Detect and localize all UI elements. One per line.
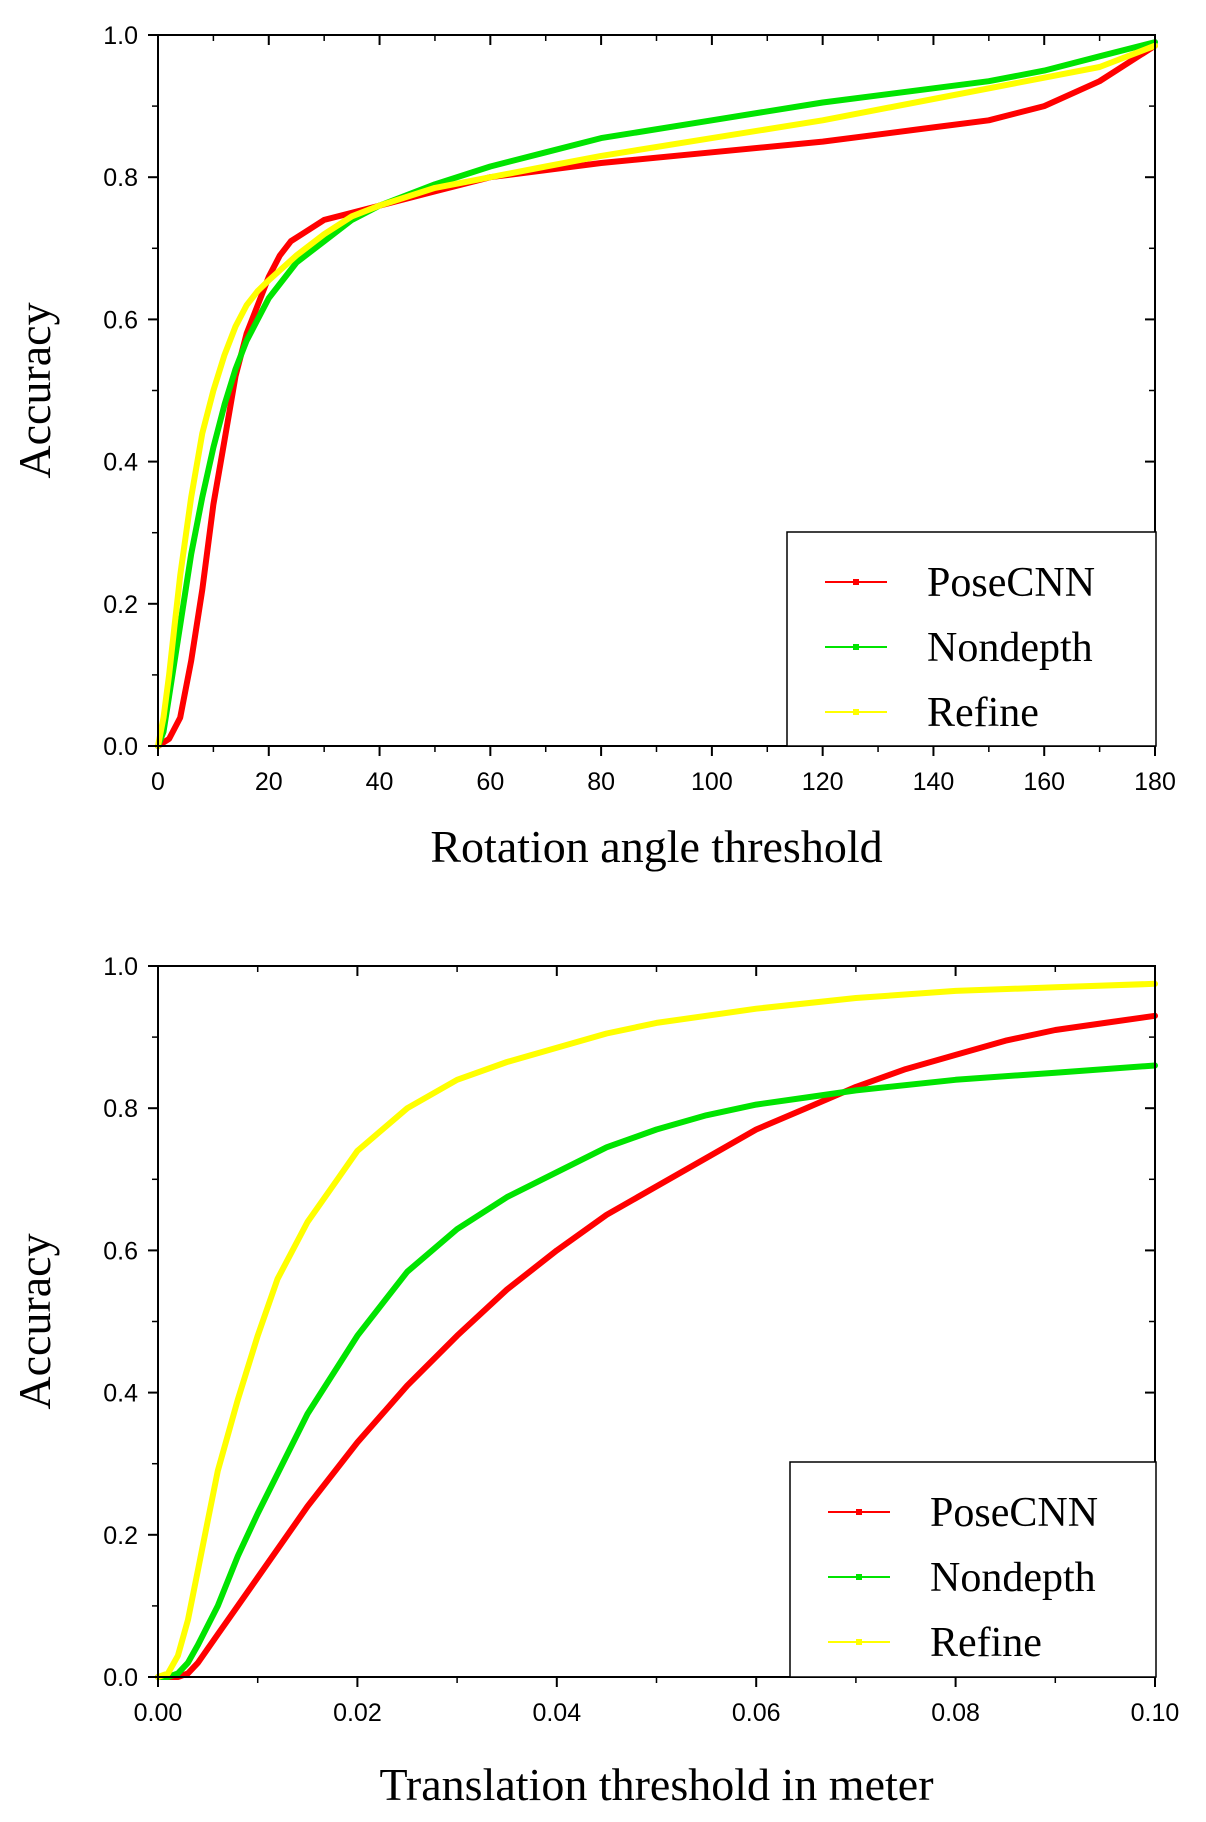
rotation-series-posecnn	[155, 42, 1158, 749]
rotation-x-tick-label: 160	[1023, 768, 1065, 796]
translation-series-nondepth	[155, 1062, 1158, 1680]
translation-series-refine	[155, 980, 1158, 1680]
legend-item-nondepth: Nondepth	[828, 1555, 1096, 1601]
translation-x-tick-label: 0.04	[532, 1699, 581, 1727]
translation-x-tick-label: 0.08	[931, 1699, 980, 1727]
rotation-accuracy-chart: 0 20 40 60 80 100 120 140 160 180 0.0 0.2 0.4 0.6 0.8 1…	[9, 22, 1176, 872]
legend-item-posecnn: PoseCNN	[825, 560, 1095, 606]
legend-label-nondepth: Nondepth	[930, 1555, 1096, 1601]
rotation-x-tick-label: 120	[802, 768, 844, 796]
rotation-x-tick-label: 80	[587, 768, 615, 796]
translation-y-tick-label: 0.2	[103, 1522, 138, 1550]
rotation-y-tick-label: 0.6	[103, 306, 138, 334]
translation-y-tick-label: 0.8	[103, 1095, 138, 1123]
translation-y-tick-label: 0.4	[103, 1380, 138, 1408]
legend-marker-refine	[856, 1639, 862, 1645]
rotation-y-tick-label: 0.2	[103, 591, 138, 619]
rotation-legend: PoseCNN Nondepth Refine	[786, 531, 1157, 747]
rotation-legend-box	[786, 531, 1157, 747]
rotation-series-layer	[155, 39, 1158, 749]
translation-x-axis-title: Translation threshold in meter	[379, 1759, 933, 1810]
translation-accuracy-chart: 0.00 0.02 0.04 0.06 0.08 0.10 0.0 0.2 0.4 0.6 0.8 1…	[9, 953, 1179, 1810]
translation-y-axis-title: Accuracy	[9, 1233, 60, 1409]
rotation-series-refine	[155, 42, 1158, 749]
rotation-y-tick-label: 0.0	[103, 733, 138, 761]
legend-item-refine: Refine	[825, 690, 1039, 736]
rotation-y-tick-label: 0.8	[103, 164, 138, 192]
legend-marker-posecnn	[853, 579, 859, 585]
legend-item-nondepth: Nondepth	[825, 625, 1093, 671]
rotation-y-tick-label: 0.4	[103, 449, 138, 477]
translation-series-posecnn	[155, 1012, 1158, 1680]
translation-x-tick-label: 0.02	[333, 1699, 382, 1727]
legend-label-refine: Refine	[927, 690, 1039, 736]
rotation-y-tick-label: 1.0	[103, 22, 138, 50]
rotation-x-axis-title: Rotation angle threshold	[430, 821, 882, 872]
legend-label-posecnn: PoseCNN	[927, 560, 1095, 606]
rotation-series-nondepth	[155, 39, 1158, 749]
rotation-x-tick-label: 140	[913, 768, 955, 796]
rotation-x-tick-label: 180	[1134, 768, 1176, 796]
rotation-x-tick-label: 60	[476, 768, 504, 796]
translation-series-layer	[155, 980, 1158, 1680]
legend-marker-posecnn	[856, 1509, 862, 1515]
translation-x-tick-label: 0.00	[134, 1699, 183, 1727]
rotation-x-tick-label: 20	[255, 768, 283, 796]
legend-label-nondepth: Nondepth	[927, 625, 1093, 671]
translation-y-tick-label: 0.0	[103, 1664, 138, 1692]
translation-x-tick-label: 0.10	[1131, 1699, 1180, 1727]
translation-x-tick-label: 0.06	[732, 1699, 781, 1727]
translation-y-tick-label: 0.6	[103, 1237, 138, 1265]
rotation-y-axis-title: Accuracy	[9, 302, 60, 478]
translation-y-tick-label: 1.0	[103, 953, 138, 981]
legend-marker-nondepth	[853, 644, 859, 650]
rotation-x-tick-label: 40	[366, 768, 394, 796]
rotation-ticks-layer: 0 20 40 60 80 100 120 140 160 180 0.0 0.2 0.4 0.6 0.8 1…	[103, 22, 1176, 796]
rotation-x-tick-label: 0	[151, 768, 165, 796]
translation-ticks-layer: 0.00 0.02 0.04 0.06 0.08 0.10 0.0 0.2 0.4 0.6 0.8 1…	[103, 953, 1179, 1727]
rotation-x-tick-label: 100	[691, 768, 733, 796]
translation-legend: PoseCNN Nondepth Refine	[789, 1461, 1157, 1678]
legend-marker-refine	[853, 709, 859, 715]
legend-item-posecnn: PoseCNN	[828, 1490, 1098, 1536]
legend-marker-nondepth	[856, 1574, 862, 1580]
legend-item-refine: Refine	[828, 1620, 1042, 1666]
legend-label-refine: Refine	[930, 1620, 1042, 1666]
legend-label-posecnn: PoseCNN	[930, 1490, 1098, 1536]
